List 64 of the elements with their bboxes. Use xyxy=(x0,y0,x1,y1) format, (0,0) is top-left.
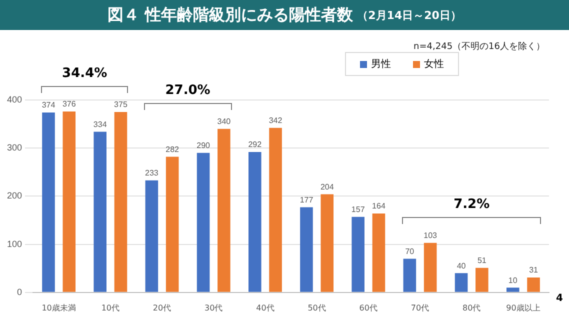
bar xyxy=(248,152,262,292)
x-tick-label: 30代 xyxy=(204,303,223,312)
chart-title: 図４ 性年齢階級別にみる陽性者数 xyxy=(108,4,354,26)
x-tick-label: 20代 xyxy=(152,303,172,312)
text: 27.0% xyxy=(164,82,212,98)
bar xyxy=(218,128,230,292)
data-label: 40 xyxy=(456,261,466,270)
data-label: 340 xyxy=(217,117,232,126)
x-tick-label: 60代 xyxy=(359,303,378,312)
data-label: 342 xyxy=(268,116,283,126)
bar xyxy=(403,258,416,292)
bar xyxy=(42,112,55,292)
bar xyxy=(94,132,106,292)
bar xyxy=(527,277,540,292)
bar xyxy=(352,216,364,292)
data-label: 164 xyxy=(372,202,386,211)
data-label: 334 xyxy=(93,120,108,129)
bar xyxy=(62,112,76,292)
data-label: 233 xyxy=(145,168,159,178)
bar xyxy=(320,194,334,292)
text: 34.4% xyxy=(61,66,108,81)
bar xyxy=(372,214,386,292)
bar xyxy=(476,268,488,292)
y-tick-label: 100 xyxy=(6,238,22,249)
annotation: 7.2% xyxy=(452,196,491,212)
data-label: 292 xyxy=(248,140,262,150)
data-label: 375 xyxy=(114,100,128,110)
data-label: 157 xyxy=(351,205,366,214)
bar xyxy=(196,152,210,292)
bar xyxy=(424,242,437,292)
bar xyxy=(269,128,282,292)
bar xyxy=(300,207,313,292)
data-label: 177 xyxy=(300,195,314,204)
chart-subtitle: （2月14日～20日） xyxy=(357,8,462,22)
y-tick-label: 400 xyxy=(6,94,22,104)
x-tick-label: 10代 xyxy=(101,303,120,312)
bar xyxy=(166,156,179,292)
y-tick-label: 200 xyxy=(6,190,22,201)
y-tick-label: 0 xyxy=(17,286,22,297)
data-label: 31 xyxy=(529,266,539,275)
text: n=4,245（不明の16人を除く） xyxy=(414,40,545,53)
legend-label: 男性 xyxy=(370,58,391,71)
bar xyxy=(506,288,520,292)
x-tick-label: 50代 xyxy=(308,303,326,312)
x-tick-label: 40代 xyxy=(256,303,274,312)
x-tick-label: 90歳以上 xyxy=(506,303,540,312)
legend-label: 女性 xyxy=(423,58,444,71)
x-tick-label: 70代 xyxy=(410,303,430,312)
data-label: 70 xyxy=(405,246,415,256)
data-label: 10 xyxy=(508,276,518,285)
data-label: 204 xyxy=(320,182,334,192)
text: 4 xyxy=(556,293,563,304)
bar xyxy=(454,273,468,292)
x-tick-label: 80代 xyxy=(462,303,481,312)
x-tick-label: 10歳未満 xyxy=(42,303,76,312)
bar xyxy=(145,180,158,292)
bar xyxy=(114,112,128,292)
data-label: 376 xyxy=(62,100,76,109)
data-label: 51 xyxy=(477,256,487,266)
y-tick-label: 300 xyxy=(6,142,22,153)
data-label: 290 xyxy=(196,141,211,150)
data-label: 374 xyxy=(42,100,56,110)
data-label: 282 xyxy=(166,144,180,154)
data-label: 103 xyxy=(424,231,438,240)
